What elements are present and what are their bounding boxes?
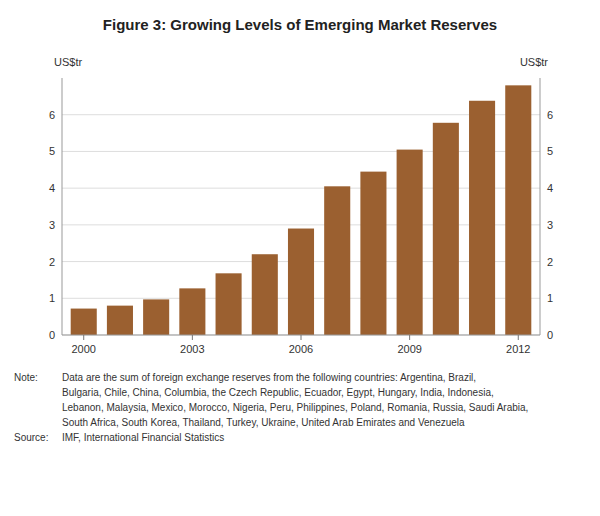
x-tick — [83, 335, 84, 340]
y-tick-label: 1 — [49, 292, 55, 304]
annotation-label: Source: — [14, 432, 48, 443]
x-tick-label: 2003 — [180, 343, 204, 355]
bar — [397, 150, 423, 335]
x-tick — [192, 335, 193, 340]
bar — [288, 229, 314, 335]
annotation-text: Bulgaria, Chile, China, Columbia, the Cz… — [62, 387, 494, 398]
bar — [71, 309, 97, 335]
y2-tick-label: 5 — [547, 145, 553, 157]
bar — [505, 85, 531, 335]
title: Figure 3: Growing Levels of Emerging Mar… — [103, 16, 497, 33]
y-tick-label: 3 — [49, 219, 55, 231]
chart: Figure 3: Growing Levels of Emerging Mar… — [0, 0, 600, 516]
background — [0, 0, 600, 516]
y-tick-label: 0 — [49, 329, 55, 341]
y-tick-label: 5 — [49, 145, 55, 157]
bars — [71, 85, 532, 335]
y-axis-label: US$tr — [54, 56, 82, 68]
y2-axis-line — [540, 78, 541, 335]
y-axis-line — [62, 78, 63, 335]
annotation-text: Lebanon, Malaysia, Mexico, Morocco, Nige… — [62, 402, 528, 413]
bar — [324, 186, 350, 335]
grid-line — [62, 114, 540, 115]
y2-tick-label: 1 — [547, 292, 553, 304]
x-tick-label: 2006 — [289, 343, 313, 355]
y2-tick-label: 6 — [547, 109, 553, 121]
x-tick — [409, 335, 410, 340]
y-tick-label: 6 — [49, 109, 55, 121]
grid-line — [62, 151, 540, 152]
bar — [252, 254, 278, 335]
y2-tick-label: 0 — [547, 329, 553, 341]
bar — [143, 299, 169, 335]
x-tick-label: 2000 — [71, 343, 95, 355]
y-tick-label: 2 — [49, 256, 55, 268]
y2-axis-label: US$tr — [520, 56, 548, 68]
bar — [216, 273, 242, 335]
bar — [469, 101, 495, 335]
grid-line — [62, 224, 540, 225]
annotation-text: Data are the sum of foreign exchange res… — [62, 372, 476, 383]
bar — [360, 172, 386, 335]
annotation-text: IMF, International Financial Statistics — [62, 432, 224, 443]
bar — [433, 123, 459, 335]
x-tick-label: 2012 — [506, 343, 530, 355]
x-tick — [301, 335, 302, 340]
annotation-label: Note: — [14, 372, 38, 383]
y2-tick-label: 3 — [547, 219, 553, 231]
x-tick-label: 2009 — [397, 343, 421, 355]
bar — [179, 288, 205, 335]
x-tick — [518, 335, 519, 340]
bar — [107, 306, 133, 335]
y2-tick-label: 4 — [547, 182, 553, 194]
y2-tick-label: 2 — [547, 256, 553, 268]
annotation-text: South Africa, South Korea, Thailand, Tur… — [62, 417, 465, 428]
y-tick-label: 4 — [49, 182, 55, 194]
grid-line — [62, 188, 540, 189]
